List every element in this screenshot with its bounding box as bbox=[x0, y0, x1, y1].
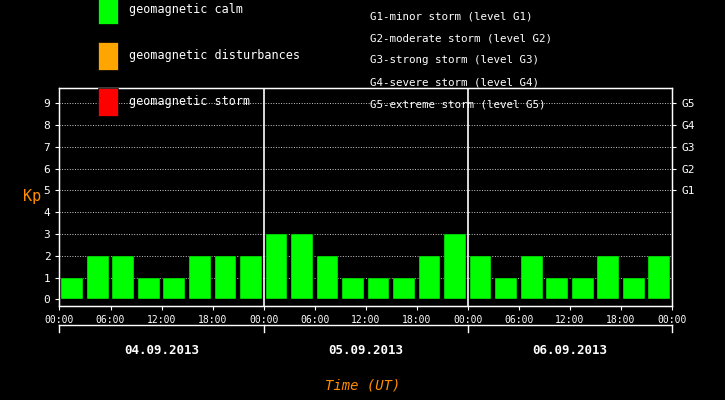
Bar bbox=[623, 278, 645, 300]
Text: G2-moderate storm (level G2): G2-moderate storm (level G2) bbox=[370, 33, 552, 43]
Text: G5-extreme storm (level G5): G5-extreme storm (level G5) bbox=[370, 99, 545, 109]
Bar bbox=[317, 256, 339, 300]
Bar bbox=[87, 256, 109, 300]
Bar bbox=[495, 278, 517, 300]
Text: geomagnetic calm: geomagnetic calm bbox=[129, 4, 243, 16]
Bar bbox=[138, 278, 160, 300]
Bar bbox=[163, 278, 185, 300]
Bar bbox=[572, 278, 594, 300]
Bar bbox=[342, 278, 364, 300]
Bar bbox=[597, 256, 619, 300]
Bar bbox=[444, 234, 466, 300]
Bar bbox=[291, 234, 312, 300]
Text: 06.09.2013: 06.09.2013 bbox=[532, 344, 608, 357]
Text: G4-severe storm (level G4): G4-severe storm (level G4) bbox=[370, 77, 539, 87]
Bar bbox=[62, 278, 83, 300]
Bar bbox=[215, 256, 236, 300]
Text: 05.09.2013: 05.09.2013 bbox=[328, 344, 403, 357]
Text: geomagnetic storm: geomagnetic storm bbox=[129, 96, 250, 108]
Text: 04.09.2013: 04.09.2013 bbox=[124, 344, 199, 357]
Bar bbox=[521, 256, 542, 300]
Text: G3-strong storm (level G3): G3-strong storm (level G3) bbox=[370, 55, 539, 65]
Y-axis label: Kp: Kp bbox=[23, 190, 41, 204]
Bar bbox=[265, 234, 287, 300]
Bar bbox=[648, 256, 670, 300]
Bar bbox=[368, 278, 389, 300]
Bar bbox=[419, 256, 440, 300]
Bar bbox=[112, 256, 134, 300]
Text: geomagnetic disturbances: geomagnetic disturbances bbox=[129, 50, 300, 62]
Text: Time (UT): Time (UT) bbox=[325, 379, 400, 393]
Bar bbox=[547, 278, 568, 300]
Text: G1-minor storm (level G1): G1-minor storm (level G1) bbox=[370, 11, 532, 21]
Bar bbox=[470, 256, 492, 300]
Bar bbox=[393, 278, 415, 300]
Bar bbox=[189, 256, 211, 300]
Bar bbox=[240, 256, 262, 300]
